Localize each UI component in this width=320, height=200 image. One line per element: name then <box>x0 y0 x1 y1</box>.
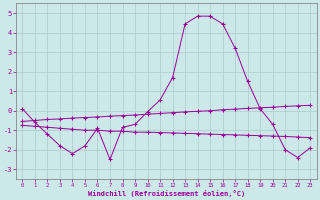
X-axis label: Windchill (Refroidissement éolien,°C): Windchill (Refroidissement éolien,°C) <box>88 190 245 197</box>
